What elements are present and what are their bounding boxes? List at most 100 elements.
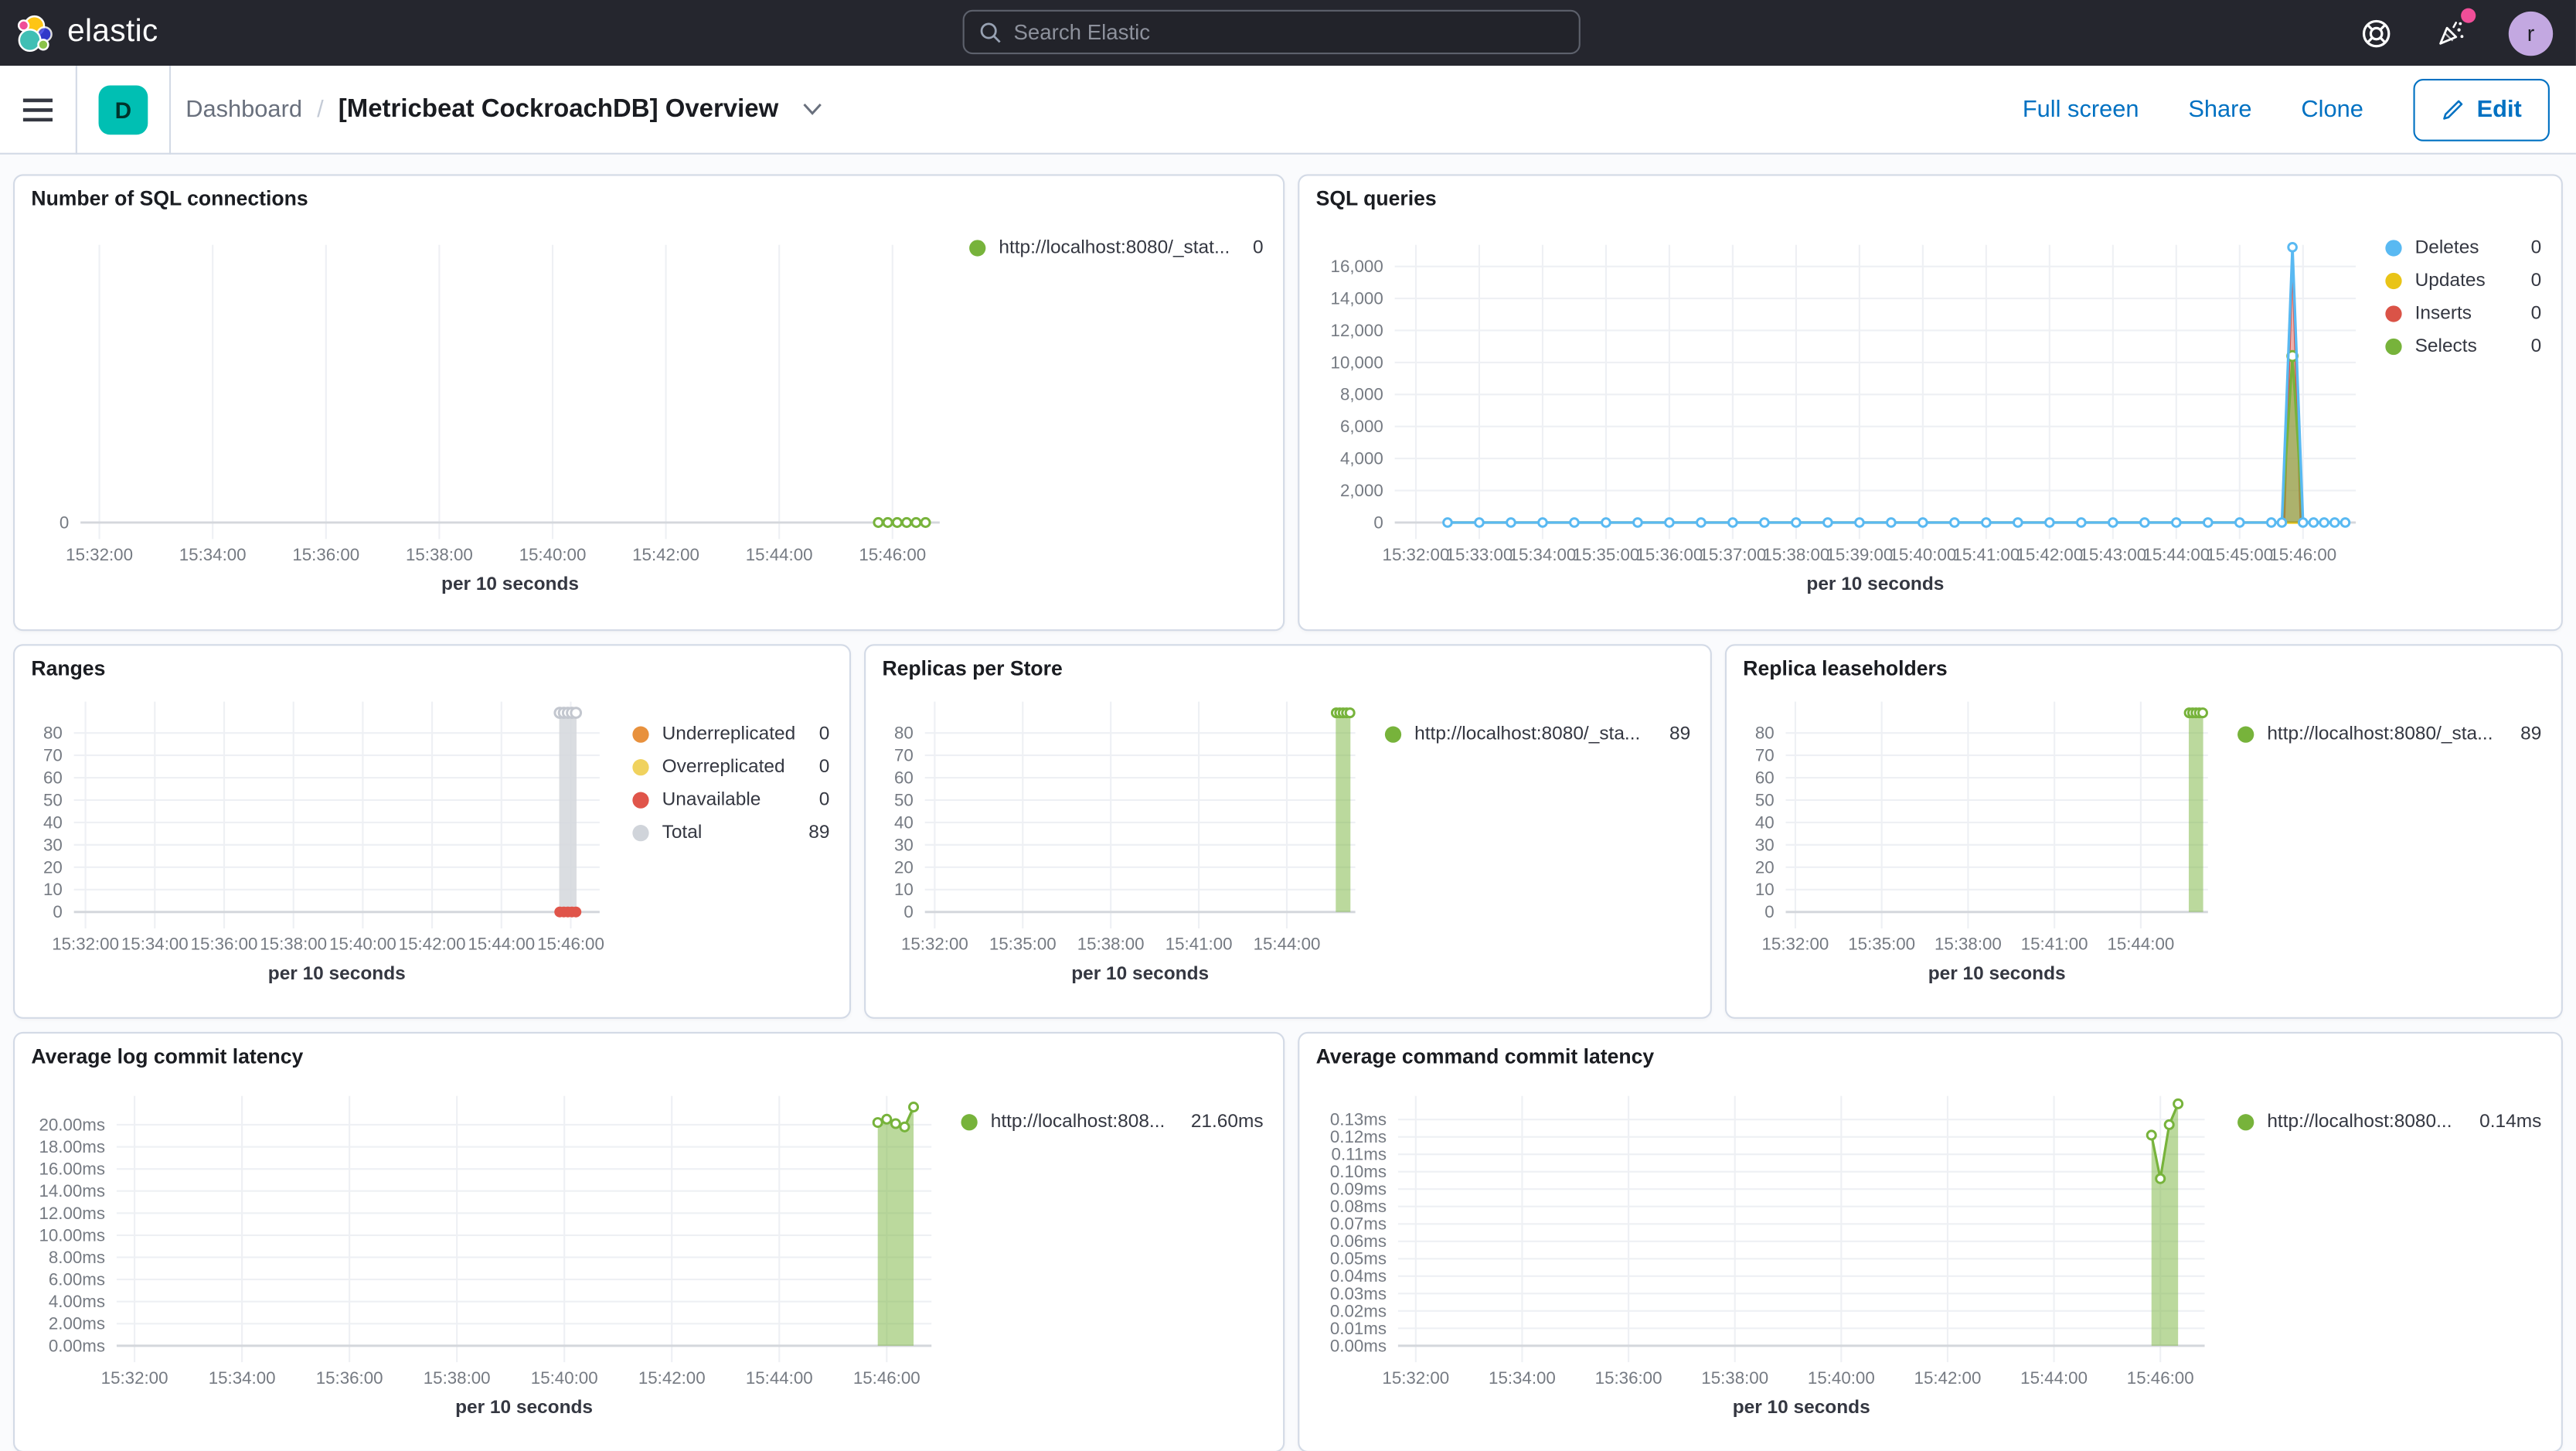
sql-connections-legend: http://localhost:8080/_stat... 0	[959, 219, 1283, 623]
svg-text:15:46:00: 15:46:00	[853, 1368, 920, 1388]
legend-item[interactable]: Underreplicated 0	[632, 724, 829, 744]
legend-value: 0	[2530, 304, 2542, 324]
legend-label: Underreplicated	[662, 724, 796, 744]
log-commit-latency-legend: http://localhost:808... 21.60ms	[951, 1076, 1283, 1451]
svg-text:15:38:00: 15:38:00	[1935, 935, 2002, 954]
panel-ranges: Ranges 0 10 20 30 40 50 60 70 80 15:32:00 15:34:00…	[13, 644, 852, 1019]
panel-title: Ranges	[31, 657, 106, 680]
breadcrumb-dashboard-link[interactable]: Dashboard	[185, 96, 302, 123]
menu-button[interactable]	[0, 65, 76, 154]
sql-connections-chart[interactable]: 0 15:32:00 15:34:00 15:36:00 15:38:00 15:40:0…	[15, 219, 959, 623]
command-commit-latency-chart[interactable]: 0.00ms0.01ms0.02ms0.03ms0.04ms0.05ms0.06…	[1299, 1076, 2227, 1451]
svg-text:0: 0	[60, 513, 69, 532]
svg-text:16,000: 16,000	[1331, 257, 1383, 276]
svg-text:0: 0	[1764, 902, 1774, 921]
legend-item[interactable]: Unavailable 0	[632, 790, 829, 810]
svg-text:15:44:00: 15:44:00	[2142, 545, 2210, 564]
full-screen-button[interactable]: Full screen	[2022, 96, 2139, 123]
svg-text:per 10 seconds: per 10 seconds	[455, 1397, 593, 1418]
svg-text:0.13ms: 0.13ms	[1330, 1110, 1387, 1129]
help-button[interactable]	[2357, 15, 2394, 51]
legend-item[interactable]: Total 89	[632, 823, 829, 843]
legend-item[interactable]: Selects 0	[2385, 337, 2541, 356]
svg-text:15:32:00: 15:32:00	[101, 1368, 168, 1388]
svg-text:15:40:00: 15:40:00	[329, 935, 396, 954]
svg-text:15:37:00: 15:37:00	[1700, 545, 1767, 564]
panel-title: SQL queries	[1315, 187, 1437, 211]
svg-text:16.00ms: 16.00ms	[39, 1160, 106, 1179]
svg-text:15:36:00: 15:36:00	[316, 1368, 383, 1388]
svg-text:per 10 seconds: per 10 seconds	[1806, 574, 1944, 594]
svg-text:15:41:00: 15:41:00	[1165, 935, 1233, 954]
svg-text:20.00ms: 20.00ms	[39, 1115, 106, 1134]
legend-swatch	[2385, 272, 2402, 290]
svg-text:30: 30	[1755, 835, 1775, 854]
svg-text:15:39:00: 15:39:00	[1826, 545, 1893, 564]
svg-text:15:42:00: 15:42:00	[632, 545, 699, 564]
elastic-brand[interactable]: elastic	[0, 14, 158, 52]
legend-item[interactable]: http://localhost:808... 21.60ms	[961, 1112, 1264, 1133]
svg-text:4.00ms: 4.00ms	[49, 1292, 105, 1311]
svg-text:per 10 seconds: per 10 seconds	[268, 963, 406, 984]
svg-text:0.05ms: 0.05ms	[1330, 1249, 1387, 1269]
legend-item[interactable]: Updates 0	[2385, 271, 2541, 291]
svg-text:15:38:00: 15:38:00	[406, 545, 473, 564]
svg-text:4,000: 4,000	[1340, 449, 1383, 468]
legend-swatch	[632, 726, 649, 743]
svg-text:15:36:00: 15:36:00	[191, 935, 258, 954]
replicas-per-store-chart[interactable]: 0 10 20 30 40 50 60 70 80 15:32:00 15:35:00 15:38:0…	[866, 689, 1375, 1017]
svg-text:15:34:00: 15:34:00	[1509, 545, 1577, 564]
edit-button[interactable]: Edit	[2412, 77, 2550, 141]
log-commit-latency-chart[interactable]: 0.00ms 2.00ms 4.00ms 6.00ms 8.00ms 10.00ms 12.…	[15, 1076, 951, 1451]
panel-title: Average log commit latency	[31, 1044, 304, 1068]
svg-text:15:33:00: 15:33:00	[1446, 545, 1513, 564]
replica-leaseholders-chart[interactable]: 0 10 20 30 40 50 60 70 80 15:32:00 15:35:00 15:38:0…	[1727, 689, 2227, 1017]
legend-label: Total	[662, 823, 703, 843]
svg-text:18.00ms: 18.00ms	[39, 1137, 106, 1156]
chevron-down-icon[interactable]	[801, 102, 823, 117]
legend-item[interactable]: Deletes 0	[2385, 238, 2541, 258]
user-avatar[interactable]: r	[2508, 10, 2554, 56]
svg-text:15:44:00: 15:44:00	[468, 935, 535, 954]
svg-text:15:46:00: 15:46:00	[2269, 545, 2336, 564]
svg-text:50: 50	[1755, 790, 1775, 809]
legend-label: Deletes	[2414, 238, 2479, 258]
svg-text:6,000: 6,000	[1340, 417, 1383, 436]
ranges-chart[interactable]: 0 10 20 30 40 50 60 70 80 15:32:00 15:34:00 15:36:0…	[15, 689, 622, 1017]
svg-text:15:38:00: 15:38:00	[1701, 1368, 1768, 1388]
svg-text:15:32:00: 15:32:00	[66, 545, 133, 564]
svg-text:15:38:00: 15:38:00	[1762, 545, 1829, 564]
legend-item[interactable]: http://localhost:8080/_sta... 89	[1384, 724, 1691, 744]
legend-item[interactable]: Overreplicated 0	[632, 758, 829, 777]
global-search-input[interactable]: Search Elastic	[962, 9, 1581, 55]
panel-average-command-commit-latency: Average command commit latency 0.00ms 0.0…	[1298, 1031, 2563, 1451]
legend-value: 89	[1669, 724, 1691, 744]
sql-queries-chart[interactable]: 0 2,000 4,000 6,000 8,000 10,000 12,000 14,000 1…	[1299, 219, 2375, 623]
legend-swatch	[632, 792, 649, 809]
svg-text:0.11ms: 0.11ms	[1332, 1145, 1387, 1164]
svg-text:40: 40	[43, 812, 63, 832]
newsfeed-button[interactable]	[2433, 8, 2476, 51]
legend-label: Updates	[2414, 271, 2486, 291]
clone-button[interactable]: Clone	[2301, 96, 2363, 123]
space-switcher-badge[interactable]: D	[98, 84, 148, 135]
legend-item[interactable]: http://localhost:8080... 0.14ms	[2237, 1112, 2541, 1133]
svg-text:20: 20	[43, 857, 63, 877]
svg-text:15:40:00: 15:40:00	[1889, 545, 1956, 564]
svg-text:15:35:00: 15:35:00	[1573, 545, 1640, 564]
legend-label: http://localhost:8080/_sta...	[2267, 724, 2493, 744]
legend-value: 0	[1252, 238, 1264, 258]
svg-text:40: 40	[1755, 812, 1775, 832]
svg-text:80: 80	[1755, 724, 1775, 743]
legend-item[interactable]: http://localhost:8080/_stat... 0	[969, 238, 1264, 258]
legend-item[interactable]: Inserts 0	[2385, 304, 2541, 324]
share-button[interactable]: Share	[2188, 96, 2252, 123]
svg-text:0.04ms: 0.04ms	[1330, 1266, 1387, 1286]
legend-label: http://localhost:8080/_sta...	[1414, 724, 1641, 744]
legend-swatch	[2237, 1114, 2254, 1131]
panel-average-log-commit-latency: Average log commit latency 0.00ms 2.00ms 4…	[13, 1031, 1285, 1451]
legend-value: 0	[818, 724, 830, 744]
legend-item[interactable]: http://localhost:8080/_sta... 89	[2237, 724, 2541, 744]
legend-value: 89	[808, 823, 830, 843]
